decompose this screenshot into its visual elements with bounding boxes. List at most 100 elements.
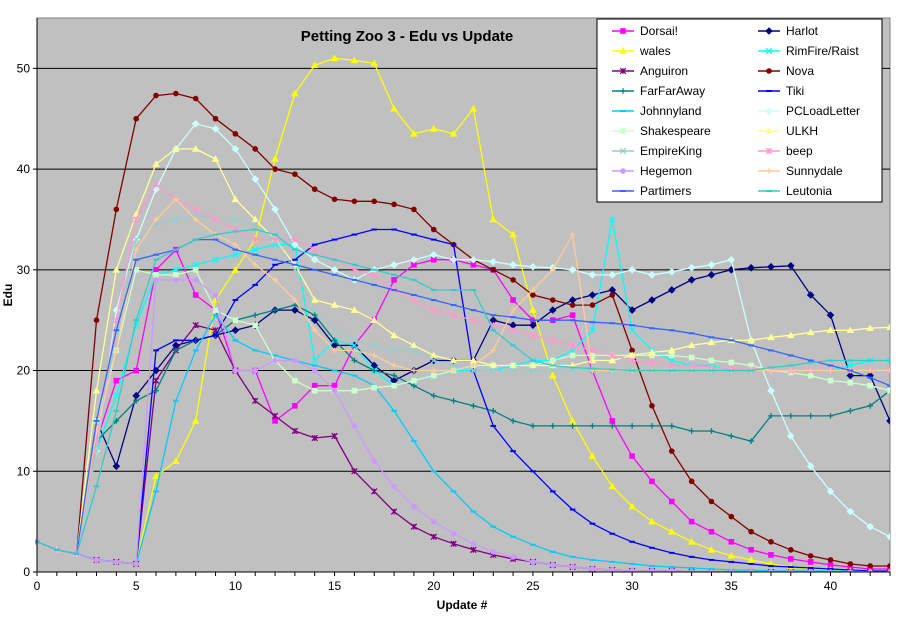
data-point [807, 367, 814, 374]
data-point [449, 356, 458, 364]
data-point [370, 342, 378, 349]
data-point [391, 483, 397, 490]
data-point [232, 367, 239, 374]
data-point [331, 347, 338, 354]
data-point [173, 277, 179, 283]
data-point [172, 341, 180, 350]
data-point [629, 568, 635, 572]
data-point [549, 367, 557, 374]
data-point [629, 453, 635, 459]
data-point [211, 155, 220, 162]
data-point [231, 195, 240, 203]
data-point [748, 547, 754, 553]
legend-label: Johnnyland [640, 104, 701, 118]
data-point [252, 146, 259, 152]
data-point [807, 413, 814, 419]
data-point [93, 317, 100, 323]
data-point [489, 257, 498, 266]
data-point [489, 316, 498, 324]
data-point [529, 321, 537, 330]
data-point [430, 518, 437, 525]
data-point [589, 352, 596, 359]
data-point [509, 260, 517, 269]
x-tick-label: 20 [427, 579, 441, 593]
data-point [291, 427, 299, 435]
data-point [787, 432, 795, 440]
data-point [311, 306, 318, 314]
data-point [212, 256, 219, 264]
data-point [390, 104, 398, 112]
series-line [36, 92, 890, 567]
data-point [172, 145, 180, 152]
series-ulkh [35, 145, 890, 557]
data-point [826, 326, 835, 334]
legend-marker [765, 127, 773, 134]
x-tick-label: 15 [328, 579, 342, 593]
data-point [152, 180, 160, 188]
data-point [251, 246, 259, 253]
data-point [608, 356, 617, 364]
data-point [867, 403, 873, 409]
data-point [628, 266, 636, 274]
data-point [707, 546, 716, 553]
data-point [113, 392, 120, 399]
data-point [192, 261, 199, 269]
data-point [172, 457, 180, 464]
data-point [133, 367, 139, 374]
data-point [668, 448, 675, 454]
data-point [747, 264, 755, 272]
series-line [36, 313, 890, 572]
legend-item: EmpireKing [612, 144, 702, 158]
data-point [708, 357, 715, 364]
data-point [173, 272, 179, 278]
data-point [191, 145, 200, 152]
data-point [371, 367, 378, 374]
legend-marker [765, 147, 773, 155]
data-point [411, 206, 417, 213]
data-point [510, 277, 516, 283]
data-point [529, 306, 537, 313]
data-point [292, 377, 298, 384]
data-point [847, 362, 854, 369]
data-point [449, 255, 458, 264]
data-point [589, 347, 596, 354]
data-point [351, 266, 358, 274]
data-point [192, 292, 199, 298]
data-point [867, 563, 873, 569]
x-tick-label: 0 [34, 579, 41, 593]
chart-title: Petting Zoo 3 - Edu vs Update [301, 28, 514, 45]
y-axis-label: Edu [1, 284, 15, 307]
data-point [153, 92, 159, 99]
data-point [827, 562, 834, 568]
data-point [430, 392, 437, 399]
data-point [152, 377, 160, 384]
data-point [470, 367, 477, 374]
data-point [331, 382, 338, 389]
data-point [688, 354, 695, 361]
data-point [310, 296, 319, 303]
data-point [806, 328, 815, 336]
data-point [331, 432, 338, 440]
series-line [36, 304, 890, 555]
data-point [807, 569, 814, 572]
data-point [351, 423, 358, 429]
data-point [411, 382, 417, 389]
series-line [36, 123, 890, 555]
series-line [36, 324, 890, 572]
data-point [687, 537, 696, 545]
y-tick-label: 40 [17, 162, 31, 176]
data-point [568, 417, 577, 424]
data-point [430, 306, 438, 314]
data-point [330, 54, 339, 62]
data-point [173, 196, 179, 203]
data-point [132, 236, 140, 243]
data-point [509, 326, 517, 334]
data-point [311, 246, 318, 253]
data-point [569, 302, 576, 308]
data-point [152, 472, 160, 480]
data-point [232, 317, 239, 323]
data-point [609, 418, 616, 424]
legend-item: PCLoadLetter [758, 104, 860, 118]
legend-label: Harlot [786, 24, 819, 38]
data-point [510, 418, 516, 424]
